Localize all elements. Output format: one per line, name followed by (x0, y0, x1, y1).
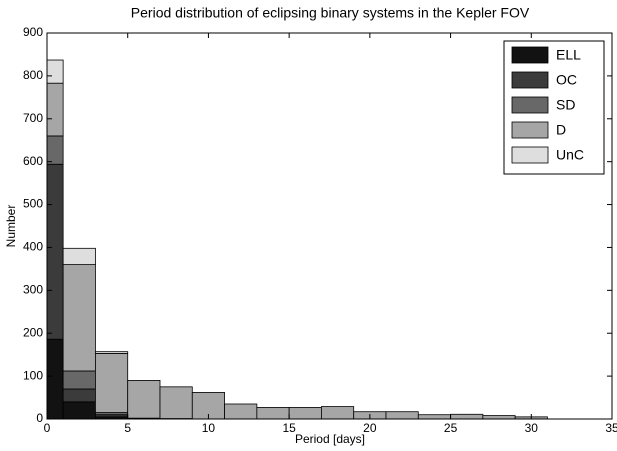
bar (46, 338, 64, 420)
bar (321, 406, 355, 420)
x-tick-label: 0 (44, 421, 51, 435)
bar (62, 264, 96, 372)
bar (62, 370, 96, 390)
bar (95, 352, 129, 413)
legend-swatch (511, 46, 549, 64)
y-tick-label: 200 (23, 325, 43, 339)
y-tick-label: 700 (23, 111, 43, 125)
y-tick-label: 100 (23, 368, 43, 382)
y-tick-label: 600 (23, 154, 43, 168)
bar (62, 247, 96, 265)
bar (46, 163, 64, 340)
bar (46, 82, 64, 137)
legend-label: ELL (556, 47, 581, 63)
y-axis-label: Number (4, 205, 18, 248)
chart-title: Period distribution of eclipsing binary … (131, 5, 530, 21)
x-tick-label: 10 (202, 421, 216, 435)
bar (127, 379, 161, 419)
y-tick-label: 800 (23, 68, 43, 82)
bar (46, 135, 64, 165)
x-tick-label: 15 (282, 421, 296, 435)
legend-swatch (511, 96, 549, 114)
x-tick-label: 5 (124, 421, 131, 435)
x-tick-label: 20 (363, 421, 377, 435)
bar (385, 411, 419, 420)
legend-swatch (511, 121, 549, 139)
y-tick-label: 500 (23, 197, 43, 211)
plot-frame (46, 32, 613, 420)
bar (95, 351, 129, 354)
legend-label: OC (556, 72, 577, 88)
y-tick-label: 300 (23, 283, 43, 297)
bar (256, 407, 290, 420)
legend-label: UnC (556, 147, 584, 163)
bar (159, 386, 193, 419)
bar (288, 407, 322, 420)
legend-swatch (511, 146, 549, 164)
x-tick-label: 25 (444, 421, 458, 435)
x-tick-label: 30 (525, 421, 539, 435)
legend-label: D (556, 122, 566, 138)
y-tick-label: 0 (36, 411, 43, 425)
bar (46, 59, 64, 84)
bar (417, 414, 451, 420)
bar (62, 401, 96, 420)
bar (482, 415, 516, 420)
legend-swatch (511, 71, 549, 89)
bar (450, 413, 484, 420)
bar (62, 388, 96, 403)
y-tick-label: 400 (23, 240, 43, 254)
bar (224, 403, 258, 420)
x-axis-label: Period [days] (295, 432, 365, 446)
x-tick-label: 35 (605, 421, 617, 435)
y-tick-label: 900 (23, 25, 43, 39)
legend-label: SD (556, 97, 575, 113)
